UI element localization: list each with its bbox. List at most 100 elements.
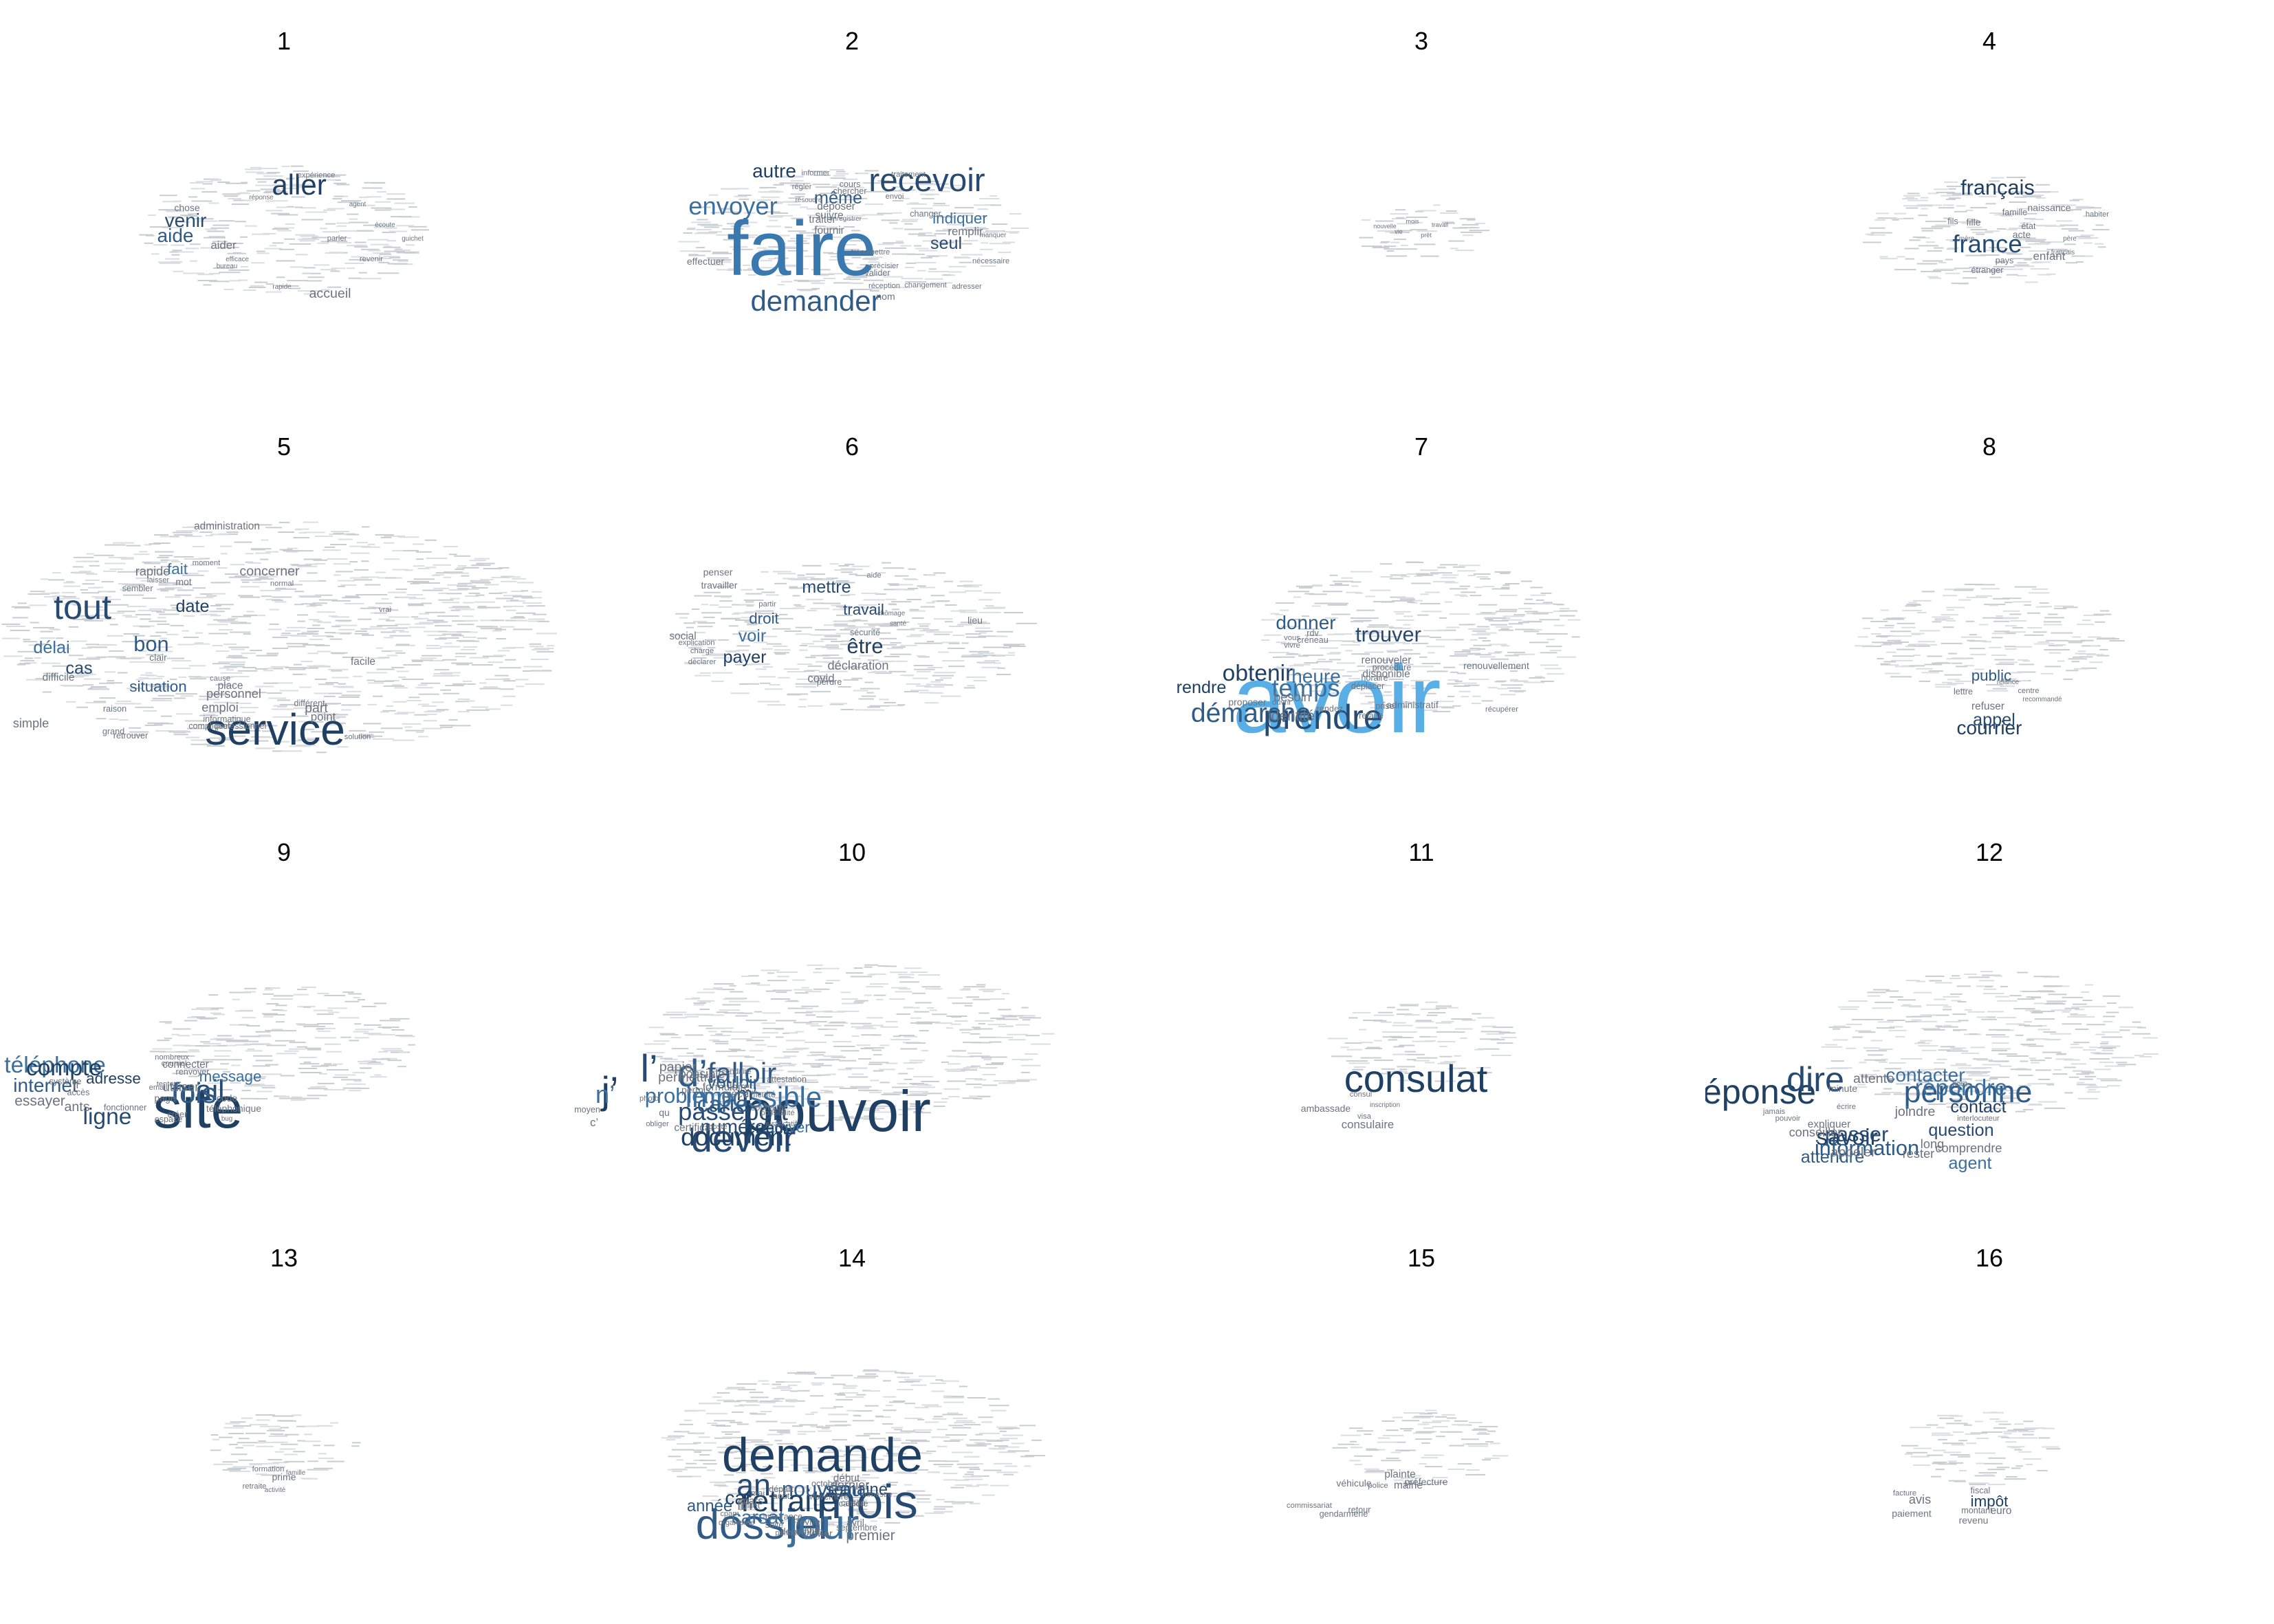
word-label: relance — [1997, 679, 2020, 686]
filler-mark — [2022, 1044, 2031, 1046]
filler-mark — [776, 1036, 784, 1038]
word-label: réponse — [249, 194, 274, 201]
filler-mark — [206, 745, 225, 747]
filler-mark — [954, 256, 969, 259]
filler-mark — [471, 664, 493, 666]
filler-mark — [2009, 201, 2026, 203]
filler-mark — [714, 1484, 727, 1486]
filler-mark — [2035, 197, 2046, 199]
filler-mark — [1009, 213, 1021, 215]
filler-mark — [1426, 1014, 1438, 1016]
filler-mark — [1420, 593, 1429, 595]
filler-mark — [805, 1023, 819, 1025]
filler-mark — [368, 1062, 382, 1064]
word-label: social — [669, 630, 696, 642]
filler-mark — [237, 193, 250, 195]
filler-mark — [2101, 1031, 2120, 1033]
filler-mark — [219, 220, 235, 222]
filler-mark — [1978, 1091, 1992, 1093]
filler-mark — [1390, 241, 1400, 243]
filler-mark — [727, 269, 743, 271]
filler-mark — [830, 177, 846, 179]
filler-mark — [331, 670, 342, 672]
filler-mark — [827, 1449, 842, 1451]
filler-mark — [807, 705, 823, 707]
filler-mark — [1000, 1014, 1013, 1016]
filler-mark — [1981, 1018, 1998, 1020]
filler-mark — [261, 1073, 282, 1075]
filler-mark — [200, 593, 212, 595]
filler-mark — [791, 1522, 807, 1524]
word-label: email — [149, 1084, 168, 1092]
filler-mark — [741, 617, 753, 619]
filler-mark — [1432, 710, 1451, 712]
filler-mark — [1412, 221, 1423, 223]
filler-mark — [245, 168, 261, 171]
filler-mark — [433, 673, 452, 674]
filler-mark — [1414, 575, 1422, 577]
filler-mark — [1983, 1101, 2003, 1103]
filler-mark — [2078, 653, 2096, 655]
filler-mark — [855, 1435, 870, 1437]
filler-mark — [220, 553, 228, 555]
word-label: mot — [175, 576, 191, 587]
filler-mark — [1967, 226, 1982, 228]
filler-mark — [68, 626, 79, 628]
filler-mark — [684, 1034, 703, 1036]
filler-mark — [804, 1007, 813, 1009]
filler-mark — [448, 606, 471, 608]
filler-mark — [1364, 1471, 1386, 1473]
filler-mark — [1311, 668, 1330, 670]
filler-mark — [688, 254, 699, 256]
filler-mark — [455, 569, 465, 571]
filler-mark — [867, 706, 881, 708]
filler-mark — [895, 991, 912, 993]
filler-mark — [203, 1042, 221, 1044]
filler-mark — [1417, 1057, 1438, 1059]
filler-mark — [1359, 237, 1374, 239]
filler-mark — [68, 655, 83, 657]
filler-mark — [411, 229, 430, 231]
word-label: téléphonique — [206, 1103, 261, 1114]
filler-mark — [811, 287, 820, 289]
filler-mark — [775, 1466, 789, 1468]
panel-title: 11 — [1408, 838, 1434, 866]
filler-mark — [762, 1066, 783, 1068]
filler-mark — [2073, 668, 2089, 670]
filler-mark — [383, 256, 400, 258]
filler-mark — [815, 968, 823, 970]
filler-mark — [1361, 219, 1370, 221]
filler-mark — [767, 246, 780, 248]
filler-mark — [792, 1086, 805, 1088]
filler-mark — [928, 268, 937, 270]
filler-mark — [979, 1036, 1001, 1038]
filler-mark — [1340, 1434, 1362, 1436]
filler-mark — [501, 575, 514, 578]
word-label: date — [175, 597, 209, 616]
filler-mark — [1426, 646, 1445, 648]
filler-mark — [129, 687, 142, 689]
filler-mark — [913, 1076, 933, 1078]
filler-mark — [795, 626, 813, 628]
filler-mark — [972, 1042, 992, 1044]
filler-mark — [864, 1047, 885, 1049]
filler-mark — [95, 618, 116, 620]
filler-mark — [934, 1101, 948, 1103]
filler-mark — [1396, 1031, 1417, 1033]
filler-mark — [853, 967, 863, 969]
filler-mark — [228, 655, 243, 657]
word-label: recommandé — [2022, 696, 2062, 703]
filler-mark — [246, 190, 261, 192]
filler-mark — [281, 1443, 298, 1445]
wordcloud-panel-12: 12réponsedirepersonnerépondresavoirpasse… — [1705, 811, 2273, 1217]
filler-mark — [799, 188, 807, 190]
filler-mark — [1969, 1033, 1978, 1035]
filler-mark — [2095, 243, 2104, 245]
filler-mark — [1388, 1039, 1397, 1041]
filler-mark — [444, 571, 463, 573]
filler-mark — [771, 1399, 780, 1401]
filler-mark — [491, 577, 510, 578]
filler-mark — [476, 626, 494, 628]
filler-mark — [334, 1074, 356, 1076]
filler-mark — [893, 228, 904, 230]
